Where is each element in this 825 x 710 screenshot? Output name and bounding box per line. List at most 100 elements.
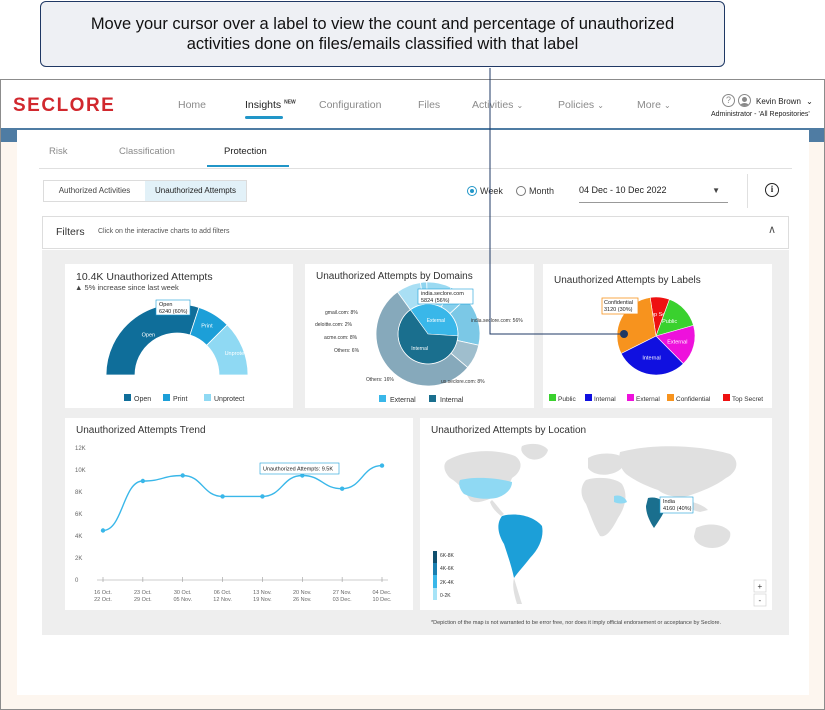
tooltip-label: india.seclore.com — [421, 291, 464, 297]
legend-public: Public — [558, 396, 576, 403]
date-range-select[interactable]: 04 Dec - 10 Dec 2022 ▼ — [579, 185, 728, 203]
user-menu[interactable]: Kevin Brown ⌄ — [756, 97, 813, 106]
y-tick-label: 10K — [75, 468, 86, 474]
chart-tooltip: Open 6240 (60%) — [155, 299, 191, 316]
chart-legend: Public Internal External Confidential Top Se… — [549, 394, 763, 403]
chevron-down-icon: ⌄ — [516, 101, 524, 110]
week-radio[interactable] — [467, 186, 477, 196]
tooltip-value: 5824 (56%) — [421, 298, 450, 304]
nav-insights[interactable]: Insights NEW — [245, 99, 296, 111]
domains-sunburst-chart[interactable]: External Internal gmail.com: 8% deloitte.… — [305, 264, 534, 408]
legend-print: Print — [173, 396, 187, 403]
x-tick-label: 29 Oct. — [134, 597, 152, 603]
nav-policies[interactable]: Policies ⌄ — [558, 99, 604, 111]
trend-point — [339, 486, 345, 491]
info-icon[interactable]: i — [765, 183, 779, 197]
legend-2k-4k: 2K-4K — [440, 580, 455, 586]
legend-swatch — [549, 394, 556, 401]
nav-more[interactable]: More ⌄ — [637, 99, 671, 111]
tooltip-label: India — [663, 499, 676, 505]
tab-risk[interactable]: Risk — [49, 146, 68, 157]
tab-protection[interactable]: Protection — [224, 146, 267, 157]
legend-confidential: Confidential — [676, 396, 711, 403]
filters-title: Filters — [56, 226, 85, 238]
legend-swatch — [379, 395, 386, 402]
south-america-south — [513, 578, 522, 604]
unauthorized-attempts-button[interactable]: Unauthorized Attempts — [145, 181, 246, 201]
seclore-logo[interactable]: SECLORE — [13, 95, 116, 116]
central-america — [490, 500, 504, 516]
chart-tooltip: Unauthorized Attempts: 9.5K — [259, 462, 340, 475]
slice-label: Open — [142, 333, 155, 339]
legend-internal: Internal — [594, 396, 616, 403]
new-badge: NEW — [284, 99, 296, 106]
trend-point — [140, 478, 146, 484]
chevron-up-icon[interactable]: ∧ — [767, 224, 776, 236]
trend-line-chart[interactable]: 12K 10K 8K 6K 4K 2K 0 16 Oct.22 Oct. 23 Oct.29 O… — [65, 418, 413, 610]
domain-label: acme.com: 8% — [324, 335, 358, 341]
usa — [459, 477, 512, 499]
legend-swatch — [204, 394, 211, 401]
x-tick-label: 03 Dec. — [333, 597, 352, 603]
nav-files[interactable]: Files — [418, 99, 441, 111]
nav-configuration[interactable]: Configuration — [319, 99, 382, 111]
donut-slice-unprotect — [206, 324, 249, 376]
week-label: Week — [480, 186, 503, 196]
trend-series-line — [102, 464, 383, 532]
legend-swatch — [163, 394, 170, 401]
user-role: Administrator - 'All Repositories' — [711, 111, 810, 118]
legend-swatch — [723, 394, 730, 401]
instruction-callout: Move your cursor over a label to view th… — [40, 1, 725, 67]
legend-swatch — [585, 394, 592, 401]
y-tick-label: 2K — [75, 556, 82, 562]
tab-active-indicator — [207, 165, 289, 167]
card-labels: Unauthorized Attempts by Labels Top Secr… — [543, 264, 772, 408]
activity-type-toggle: Authorized Activities Unauthorized Attem… — [43, 180, 247, 202]
inner-slice-label: External — [427, 318, 445, 324]
insights-panel: Risk Classification Protection Authorize… — [17, 130, 809, 695]
tab-classification[interactable]: Classification — [119, 146, 175, 157]
australia — [694, 524, 731, 548]
avatar-icon[interactable] — [738, 94, 751, 107]
location-map[interactable]: India 4160 (40%) 6K-8K 4K-6K 2K-4K 0-2K … — [420, 418, 772, 610]
domain-label: india.seclore.com: 56% — [471, 318, 523, 324]
chevron-down-icon: ⌄ — [806, 97, 813, 106]
trend-up-icon: ▲ — [75, 283, 83, 292]
x-tick-label: 05 Nov. — [173, 597, 192, 603]
x-tick-label: 12 Nov. — [213, 597, 232, 603]
user-name: Kevin Brown — [756, 97, 801, 106]
zoom-in-button[interactable]: + — [753, 579, 767, 593]
x-tick-label: 10 Dec. — [373, 597, 392, 603]
trend-point — [300, 473, 305, 478]
y-tick-label: 4K — [75, 534, 82, 540]
x-tick-label: 06 Oct. — [214, 590, 232, 596]
inner-slice-label: Internal — [411, 346, 428, 352]
zoom-out-button[interactable]: - — [753, 593, 767, 607]
nav-activities[interactable]: Activities ⌄ — [472, 99, 523, 111]
card-title: Unauthorized Attempts by Labels — [554, 275, 701, 286]
legend-open: Open — [134, 396, 151, 403]
card-location: Unauthorized Attempts by Location — [420, 418, 772, 610]
nav-home[interactable]: Home — [178, 99, 207, 111]
domain-label: gmail.com: 8% — [325, 310, 358, 316]
authorized-activities-button[interactable]: Authorized Activities — [58, 186, 131, 195]
europe — [588, 453, 625, 475]
help-icon[interactable]: ? — [722, 94, 735, 107]
app-window: SECLORE Home Insights NEW Configuration … — [0, 79, 825, 710]
nav-more-label: More — [637, 99, 661, 111]
chevron-down-icon: ⌄ — [597, 101, 604, 110]
outer-slice — [375, 291, 469, 387]
month-label: Month — [529, 186, 555, 196]
x-tick-label: 13 Nov. — [253, 590, 272, 596]
legend-0-2k: 0-2K — [440, 593, 451, 599]
action-donut-chart[interactable]: Open Print Unprotect Open 6240 (60%) Open … — [65, 264, 293, 408]
trend-text: 5% increase since last week — [84, 283, 179, 292]
filters-bar[interactable]: Filters Click on the interactive charts … — [42, 216, 789, 249]
month-radio[interactable] — [516, 186, 526, 196]
world-map — [444, 443, 737, 548]
x-tick-label: 22 Oct. — [94, 597, 112, 603]
y-tick-label: 6K — [75, 512, 82, 518]
card-domains: Unauthorized Attempts by Domains Externa… — [305, 264, 534, 408]
x-tick-label: 19 Nov. — [253, 597, 272, 603]
